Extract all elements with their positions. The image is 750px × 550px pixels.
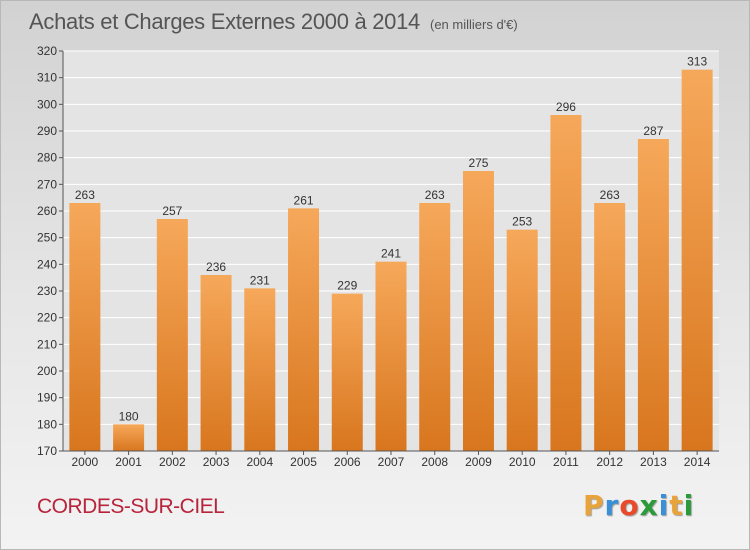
bar-2006 <box>331 293 363 451</box>
x-tick-label: 2000 <box>72 455 99 469</box>
x-tick-label: 2001 <box>115 455 142 469</box>
chart-title-unit: (en milliers d'€) <box>429 17 518 32</box>
x-tick-label: 2010 <box>509 455 536 469</box>
x-tick-label: 2002 <box>159 455 186 469</box>
bar-2013 <box>637 139 669 451</box>
y-tick-label: 280 <box>37 151 57 165</box>
y-tick-label: 220 <box>37 311 57 325</box>
bar-2009 <box>462 171 494 451</box>
data-label-2009: 275 <box>468 156 488 170</box>
y-tick-label: 270 <box>37 177 57 191</box>
logo-letter: i <box>658 489 670 522</box>
y-axis: 170 180 190 200 210 220 230 240 250 260 270 280 290 3… <box>37 44 64 458</box>
y-tick-label: 310 <box>37 71 57 85</box>
logo-letter: t <box>669 489 684 522</box>
x-tick-label: 2013 <box>640 455 667 469</box>
y-tick-label: 260 <box>37 204 57 218</box>
data-label-2002: 257 <box>162 204 182 218</box>
bar-2001 <box>113 424 145 451</box>
bar-2003 <box>200 275 232 451</box>
x-tick-label: 2007 <box>378 455 405 469</box>
bar-2008 <box>419 203 451 451</box>
x-tick-label: 2011 <box>553 455 579 469</box>
logo-letter: P <box>583 489 605 522</box>
chart-title: Achats et Charges Externes 2000 à 2014 (e… <box>29 9 518 35</box>
y-tick-label: 200 <box>37 364 57 378</box>
x-tick-label: 2012 <box>596 455 623 469</box>
x-tick-label: 2008 <box>421 455 448 469</box>
y-tick-label: 210 <box>37 337 57 351</box>
bar-2007 <box>375 261 407 451</box>
x-tick-label: 2009 <box>465 455 492 469</box>
x-tick-label: 2004 <box>246 455 273 469</box>
data-label-2008: 263 <box>425 188 445 202</box>
y-tick-label: 180 <box>37 417 57 431</box>
x-tick-label: 2003 <box>203 455 230 469</box>
data-label-2000: 263 <box>75 188 95 202</box>
y-tick-label: 170 <box>37 444 57 458</box>
data-label-2010: 253 <box>512 215 532 229</box>
y-tick-label: 240 <box>37 257 57 271</box>
bar-2000 <box>69 203 101 451</box>
y-tick-label: 190 <box>37 391 57 405</box>
bar-2004 <box>244 288 276 451</box>
bar-2011 <box>550 115 582 451</box>
logo-letter: x <box>639 489 659 522</box>
x-tick-label: 2014 <box>684 455 711 469</box>
y-tick-label: 320 <box>37 44 57 58</box>
bars <box>69 69 713 452</box>
bar-2002 <box>156 219 188 451</box>
y-tick-label: 300 <box>37 97 57 111</box>
bar-2010 <box>506 229 538 451</box>
logo-letter: o <box>619 489 640 522</box>
logo-letter: r <box>604 489 620 522</box>
y-tick-label: 290 <box>37 124 57 138</box>
commune-name: CORDES-SUR-CIEL <box>37 495 225 518</box>
logo-letter: i <box>683 489 695 522</box>
chart-title-main: Achats et Charges Externes 2000 à 2014 <box>29 9 420 34</box>
data-label-2006: 229 <box>337 279 357 293</box>
data-label-2011: 296 <box>556 100 576 114</box>
bar-2014 <box>681 69 713 452</box>
bar-2005 <box>288 208 320 451</box>
x-axis: 2000 2001 2002 2003 2004 2005 2006 2007 2008 2009… <box>63 450 719 469</box>
data-label-2014: 313 <box>687 55 707 69</box>
y-tick-label: 230 <box>37 284 57 298</box>
x-tick-label: 2006 <box>334 455 361 469</box>
data-label-2007: 241 <box>381 247 401 261</box>
data-label-2013: 287 <box>643 124 663 138</box>
data-label-2004: 231 <box>250 273 270 287</box>
data-label-2001: 180 <box>119 409 139 423</box>
proxiti-logo: Proxiti <box>583 489 694 522</box>
data-labels: 263 180 257 236 231 261 229 241 263 275 253 296 263 2… <box>75 55 708 424</box>
data-label-2005: 261 <box>294 193 314 207</box>
x-tick-label: 2005 <box>290 455 317 469</box>
data-label-2012: 263 <box>600 188 620 202</box>
y-tick-label: 250 <box>37 231 57 245</box>
bar-2012 <box>594 203 626 451</box>
data-label-2003: 236 <box>206 260 226 274</box>
